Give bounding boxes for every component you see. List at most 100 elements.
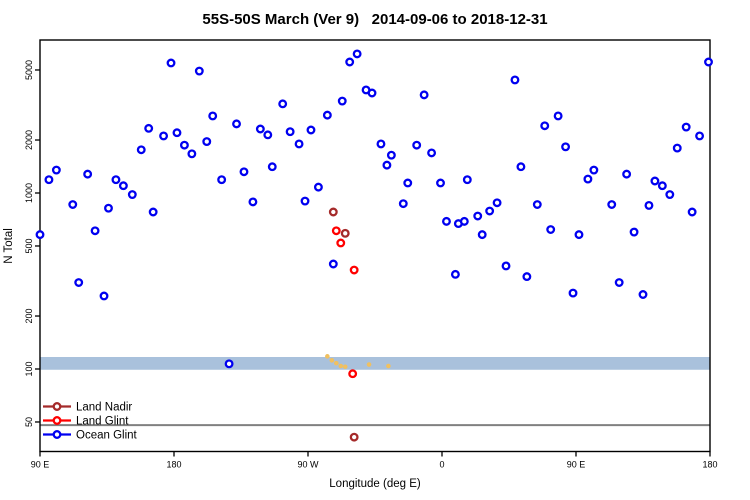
legend-label: Land Glint bbox=[76, 416, 129, 428]
ocean-glint-point bbox=[118, 181, 128, 191]
ocean-glint-point bbox=[382, 160, 392, 170]
ocean-glint-point bbox=[501, 261, 511, 271]
tick-layer: 90 E 180 90 W 0 90 E 180 50 100 200 500 1000 2000 50… bbox=[24, 60, 718, 470]
ocean-glint-point bbox=[83, 169, 93, 179]
ocean-glint-point bbox=[574, 230, 584, 240]
ocean-glint-point bbox=[148, 207, 158, 217]
ocean-glint-point bbox=[74, 278, 84, 287]
ocean-glint-point bbox=[638, 290, 648, 299]
ocean-glint-point bbox=[485, 206, 495, 216]
y-tick-label: 5000 bbox=[24, 60, 34, 80]
y-tick-label: 500 bbox=[24, 238, 34, 253]
ocean-glint-point bbox=[492, 198, 502, 208]
y-tick-label: 200 bbox=[24, 309, 34, 324]
ocean-glint-point bbox=[442, 216, 451, 226]
ocean-glint-point bbox=[532, 200, 542, 209]
ocean-glint-point bbox=[90, 226, 100, 236]
ocean-glint-point bbox=[35, 230, 45, 240]
ocean-glint-point bbox=[450, 269, 460, 279]
ocean-glint-point bbox=[328, 259, 338, 269]
unlabeled-yellow-markers-point bbox=[325, 354, 330, 359]
ocean-glint-point bbox=[337, 96, 347, 106]
ocean-glint-point bbox=[44, 175, 54, 185]
x-tick-label: 0 bbox=[439, 460, 444, 470]
ocean-glint-point bbox=[583, 174, 593, 184]
ocean-glint-point bbox=[561, 142, 571, 152]
ocean-glint-point bbox=[187, 149, 197, 159]
highlight-band bbox=[40, 356, 710, 370]
ocean-glint-point bbox=[367, 88, 377, 98]
ocean-glint-point bbox=[127, 190, 137, 199]
ocean-glint-point bbox=[51, 165, 61, 175]
unlabeled-yellow-markers-point bbox=[366, 362, 372, 367]
ocean-glint-point bbox=[300, 196, 310, 206]
x-tick-label: 180 bbox=[702, 460, 717, 470]
legend-label: Land Nadir bbox=[76, 402, 132, 414]
unlabeled-yellow-markers-point bbox=[338, 363, 344, 369]
ocean-glint-point bbox=[322, 110, 332, 120]
ocean-glint-point bbox=[68, 200, 78, 209]
ocean-glint-point bbox=[687, 207, 697, 217]
ocean-glint-point bbox=[313, 182, 323, 192]
ocean-glint-point bbox=[217, 175, 227, 185]
x-tick-label: 180 bbox=[166, 460, 181, 470]
ocean-glint-point bbox=[672, 143, 682, 153]
ocean-glint-point bbox=[278, 99, 288, 109]
ocean-glint-point bbox=[462, 175, 472, 185]
ocean-glint-point bbox=[657, 181, 667, 191]
ocean-glint-point bbox=[232, 119, 241, 129]
ocean-glint-point bbox=[644, 200, 654, 210]
ocean-glint-point bbox=[386, 150, 396, 160]
ocean-glint-point bbox=[607, 200, 617, 209]
y-tick-label: 2000 bbox=[24, 130, 34, 150]
y-tick-label: 50 bbox=[24, 417, 34, 427]
x-tick-label: 90 E bbox=[567, 460, 586, 470]
ocean-glint-point bbox=[553, 111, 563, 121]
ocean-glint-point bbox=[473, 211, 483, 221]
ocean-glint-point bbox=[403, 178, 413, 188]
land-nadir-point bbox=[349, 432, 359, 442]
ocean-glint-point bbox=[345, 57, 355, 67]
ocean-glint-point bbox=[614, 278, 624, 287]
ocean-glint-point bbox=[248, 197, 258, 207]
ocean-glint-point bbox=[306, 125, 316, 135]
ocean-glint-point bbox=[398, 199, 408, 209]
legend-label: Ocean Glint bbox=[76, 430, 138, 442]
ocean-glint-point bbox=[516, 162, 526, 172]
ocean-glint-point bbox=[99, 291, 109, 301]
ocean-glint-point bbox=[224, 359, 234, 369]
x-axis-title: Longitude (deg E) bbox=[329, 478, 421, 490]
legend: Land Nadir Land Glint Ocean Glint bbox=[43, 402, 138, 442]
unlabeled-yellow-markers-point bbox=[342, 364, 348, 370]
y-axis-title: N Total bbox=[3, 228, 15, 264]
legend-circle-icon bbox=[52, 416, 62, 425]
ocean-glint-point bbox=[546, 225, 556, 234]
ocean-glint-point bbox=[202, 137, 212, 147]
legend-item-land-nadir: Land Nadir bbox=[43, 402, 132, 414]
ocean-glint-point bbox=[263, 130, 273, 140]
ocean-glint-point bbox=[589, 165, 599, 175]
land-nadir-point bbox=[340, 228, 350, 238]
plot-border bbox=[39, 39, 711, 453]
land-glint-point bbox=[331, 226, 341, 236]
ocean-glint-point bbox=[144, 123, 154, 133]
ocean-glint-point bbox=[376, 139, 386, 149]
land-glint-point bbox=[336, 238, 346, 248]
y-tick-label: 1000 bbox=[24, 183, 34, 203]
legend-circle-icon bbox=[52, 430, 62, 439]
ocean-glint-point bbox=[208, 111, 218, 121]
y-tick-label: 100 bbox=[24, 361, 34, 376]
ocean-glint-point bbox=[352, 49, 362, 59]
ocean-glint-point bbox=[522, 272, 532, 282]
land-glint-point bbox=[348, 369, 358, 379]
legend-circle-icon bbox=[52, 402, 62, 411]
ocean-glint-point bbox=[629, 227, 639, 237]
land-nadir-point bbox=[328, 207, 338, 217]
ocean-glint-point bbox=[681, 122, 691, 132]
band-layer bbox=[40, 356, 710, 370]
ocean-glint-point bbox=[419, 90, 429, 100]
ocean-glint-point bbox=[166, 58, 176, 68]
ocean-glint-point bbox=[665, 190, 675, 199]
legend-item-land-glint: Land Glint bbox=[43, 416, 129, 428]
